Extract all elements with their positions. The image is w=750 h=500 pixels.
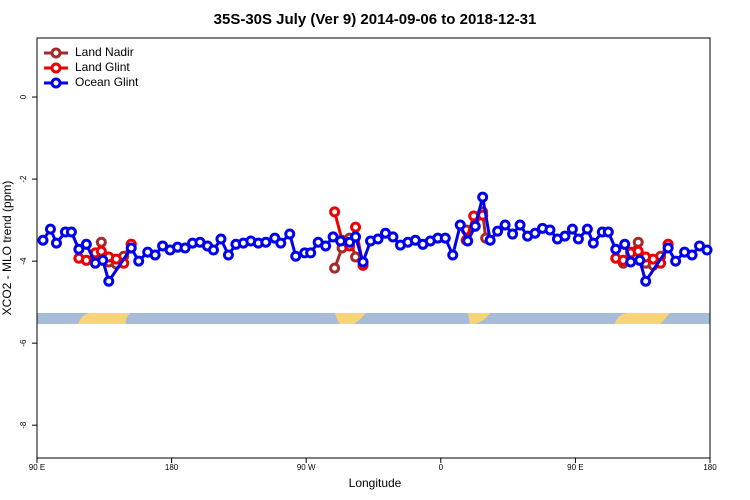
data-point <box>222 249 234 261</box>
data-point <box>260 236 272 248</box>
y-tick-label: 0 <box>19 94 28 99</box>
data-point <box>275 237 287 249</box>
x-tick-label: 0 <box>439 463 444 472</box>
data-point <box>514 219 526 231</box>
y-tick-label: -6 <box>19 339 28 347</box>
x-tick-label: 90 E <box>567 463 583 472</box>
data-point <box>290 250 302 262</box>
data-point <box>469 220 481 232</box>
data-point <box>529 227 541 239</box>
legend-marker <box>50 77 62 89</box>
data-point <box>447 249 459 261</box>
data-point <box>97 254 109 266</box>
data-point <box>73 243 85 255</box>
data-point <box>619 238 631 250</box>
x-tick-label: 180 <box>165 463 179 472</box>
data-point <box>477 191 489 203</box>
data-point <box>133 255 145 267</box>
x-tick-label: 90 W <box>297 463 316 472</box>
data-point <box>507 228 519 240</box>
data-point <box>462 235 474 247</box>
data-point <box>701 244 713 256</box>
data-point <box>544 224 556 236</box>
data-point <box>329 262 341 274</box>
y-tick-label: -2 <box>19 175 28 183</box>
data-point <box>305 247 317 259</box>
data-point <box>95 245 107 257</box>
data-point <box>350 221 362 233</box>
data-point <box>439 232 451 244</box>
data-point <box>610 243 622 255</box>
y-axis-label: XCO2 - MLO trend (ppm) <box>0 181 14 316</box>
data-point <box>372 233 384 245</box>
data-point <box>80 254 92 266</box>
data-point <box>499 219 511 231</box>
legend-marker <box>50 47 62 59</box>
data-point <box>662 242 674 254</box>
y-tick-label: -8 <box>19 421 28 429</box>
data-point <box>44 223 56 235</box>
legend-label: Ocean Glint <box>75 75 139 89</box>
plot-frame <box>36 37 711 459</box>
data-point <box>559 230 571 242</box>
data-point <box>37 234 49 246</box>
data-point <box>640 275 652 287</box>
legend-label: Land Nadir <box>75 45 134 59</box>
data-point <box>335 235 347 247</box>
data-point <box>95 236 107 248</box>
data-point <box>625 256 637 268</box>
data-point <box>125 242 137 254</box>
data-point <box>632 236 644 248</box>
legend-marker <box>50 62 62 74</box>
x-axis-label: Longitude <box>349 476 402 490</box>
data-point <box>686 249 698 261</box>
data-point <box>484 234 496 246</box>
data-point <box>357 256 369 268</box>
data-point <box>50 237 62 249</box>
data-point <box>284 228 296 240</box>
legend-label: Land Glint <box>75 60 130 74</box>
data-point <box>215 233 227 245</box>
data-point <box>602 226 614 238</box>
map-strip <box>37 312 710 324</box>
data-point <box>149 249 161 261</box>
data-point <box>329 206 341 218</box>
data-point <box>587 237 599 249</box>
y-tick-label: -4 <box>19 257 28 265</box>
data-point <box>492 225 504 237</box>
data-point <box>103 275 115 287</box>
data-point <box>572 233 584 245</box>
data-point <box>350 251 362 263</box>
data-point <box>632 245 644 257</box>
data-point <box>80 238 92 250</box>
data-point <box>670 255 682 267</box>
chart-title: 35S-30S July (Ver 9) 2014-09-06 to 2018-… <box>214 11 537 28</box>
data-point <box>207 244 219 256</box>
data-point <box>634 254 646 266</box>
x-tick-label: 90 E <box>29 463 45 472</box>
data-point <box>350 231 362 243</box>
data-point <box>179 242 191 254</box>
data-point <box>566 223 578 235</box>
data-point <box>454 219 466 231</box>
data-point <box>387 231 399 243</box>
x-tick-label: 180 <box>703 463 717 472</box>
data-point <box>320 240 332 252</box>
data-point <box>581 223 593 235</box>
data-point <box>65 226 77 238</box>
